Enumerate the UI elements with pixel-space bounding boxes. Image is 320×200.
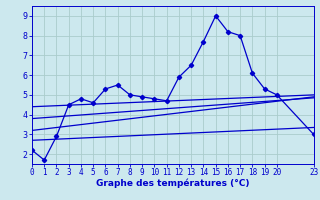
X-axis label: Graphe des températures (°C): Graphe des températures (°C) — [96, 179, 250, 188]
